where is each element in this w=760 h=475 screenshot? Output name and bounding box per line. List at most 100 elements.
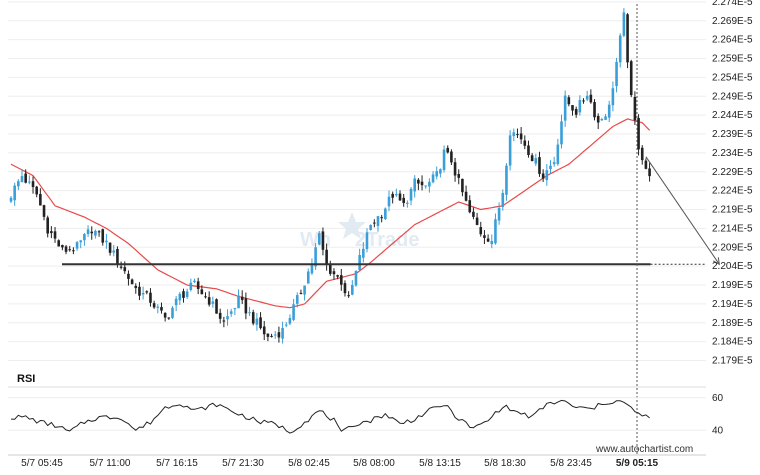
candle: [582, 98, 585, 104]
y-tick-label: 2.199E-5: [712, 280, 753, 291]
candle: [369, 224, 372, 231]
candle: [604, 113, 607, 121]
moving-average: [10, 118, 651, 309]
candle: [156, 304, 160, 314]
candle: [251, 309, 255, 326]
candle: [174, 295, 178, 312]
candle: [340, 268, 343, 291]
candle: [497, 202, 501, 225]
candle: [207, 291, 211, 307]
y-tick-label: 2.264E-5: [712, 35, 753, 46]
y-tick-label: 2.234E-5: [712, 148, 753, 159]
candle: [398, 190, 402, 201]
candle: [35, 185, 38, 198]
candle: [189, 278, 193, 292]
candle: [453, 157, 457, 182]
candle: [538, 151, 541, 177]
candle: [336, 274, 339, 280]
candle: [200, 285, 204, 295]
candle: [83, 233, 86, 246]
candle: [442, 145, 446, 173]
candle: [39, 188, 42, 206]
candle: [222, 316, 226, 328]
candle: [589, 89, 593, 104]
candle: [303, 285, 306, 301]
candle: [475, 212, 479, 226]
candle: [626, 13, 629, 69]
candle: [240, 290, 244, 304]
candle: [46, 215, 49, 238]
candle: [123, 261, 127, 274]
candle: [53, 227, 57, 243]
candle: [321, 227, 325, 256]
rsi-title: RSI: [17, 373, 35, 385]
candle: [31, 176, 35, 194]
y-tick-label: 2.209E-5: [712, 242, 753, 253]
candle: [545, 164, 549, 186]
candle: [354, 270, 358, 287]
candle: [108, 242, 112, 256]
candle: [567, 95, 571, 107]
candle: [571, 104, 574, 116]
candle: [406, 200, 409, 208]
candle: [163, 312, 167, 322]
candle: [395, 188, 398, 197]
candle: [362, 242, 365, 263]
candle: [428, 178, 431, 193]
candle: [57, 239, 61, 247]
candle: [86, 225, 90, 237]
watermark-star-icon: [338, 212, 366, 239]
y-tick-label: 2.204E-5: [712, 261, 753, 272]
candle: [431, 171, 435, 184]
candle: [479, 221, 483, 237]
y-tick-label: 2.254E-5: [712, 72, 753, 83]
candle: [534, 153, 538, 167]
candle: [347, 291, 350, 298]
candle: [384, 207, 387, 220]
candle: [450, 149, 453, 166]
candle: [446, 145, 450, 154]
candle: [376, 215, 380, 232]
candle: [391, 191, 394, 204]
candle: [409, 187, 413, 206]
candle: [325, 243, 328, 271]
candle: [317, 230, 321, 246]
candle: [28, 175, 31, 185]
candle: [380, 214, 383, 223]
candle: [490, 234, 494, 249]
brand-label: www.autochartist.com: [595, 444, 693, 455]
x-tick-label: 5/8 13:15: [419, 458, 461, 469]
svg-text:5/9 05:15: 5/9 05:15: [616, 458, 659, 469]
candle: [281, 321, 284, 344]
candle: [284, 321, 288, 328]
candle: [358, 248, 361, 271]
x-tick-label: 5/8 23:45: [550, 458, 592, 469]
candle: [266, 333, 270, 342]
candle: [505, 163, 508, 201]
candle: [523, 135, 527, 150]
y-tick-label: 2.219E-5: [712, 205, 753, 216]
candle: [75, 241, 79, 251]
y-tick-label: 2.239E-5: [712, 129, 753, 140]
projection-arrow: [645, 156, 720, 265]
candle: [560, 114, 563, 149]
candle: [541, 169, 545, 182]
candle: [138, 282, 141, 301]
projection-arrow-head: [712, 257, 720, 266]
candle: [600, 117, 604, 121]
candle: [365, 228, 369, 253]
candle: [563, 90, 567, 127]
candle: [310, 258, 314, 275]
candle: [314, 243, 317, 270]
y-tick-label: 2.189E-5: [712, 318, 753, 329]
y-axis: 2.274E-5 2.269E-5 2.264E-5 2.259E-5 2.254E-5…: [712, 0, 753, 367]
candle: [629, 59, 633, 98]
candle: [61, 244, 64, 251]
candle: [17, 179, 20, 191]
candle: [552, 156, 556, 167]
candlesticks: [9, 8, 651, 344]
candle: [501, 189, 505, 211]
candle: [288, 314, 292, 326]
current-time-label: 5/9 05:15: [616, 456, 660, 470]
y-tick-label: 2.244E-5: [712, 110, 753, 121]
